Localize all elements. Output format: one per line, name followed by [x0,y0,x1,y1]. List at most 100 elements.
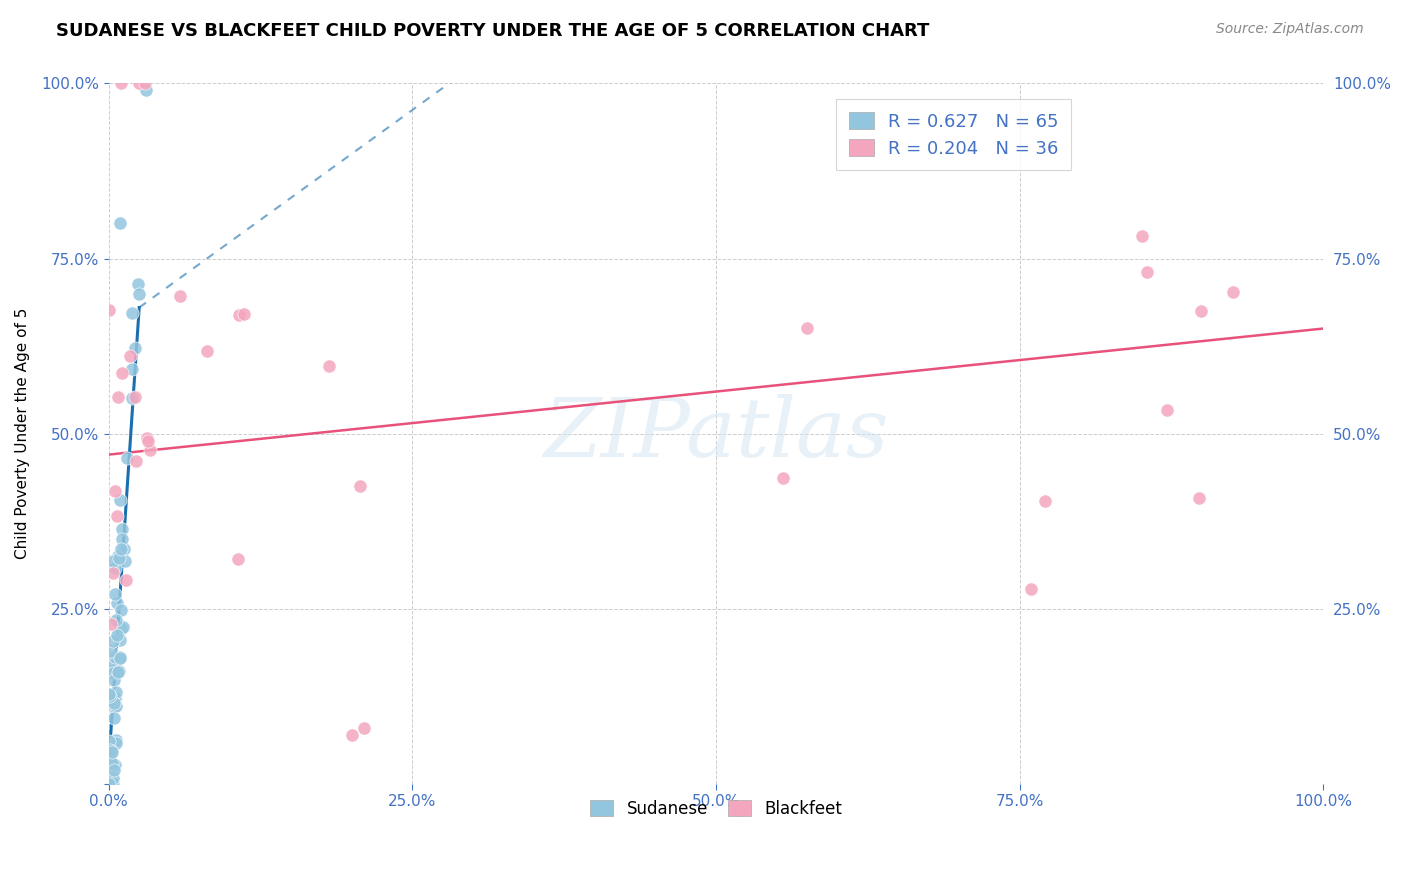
Point [108,633,131,648]
Point [228,552,250,566]
Point [103,633,125,648]
Point [135,431,157,445]
Point [1130,228,1153,243]
Point [111,533,134,547]
Point [101,665,124,680]
Point [136,434,159,448]
Point [796,320,818,334]
Point [101,777,124,791]
Point [101,658,124,673]
Point [104,693,127,707]
Point [98,689,121,703]
Point [107,390,129,404]
Text: Source: ZipAtlas.com: Source: ZipAtlas.com [1216,22,1364,37]
Point [353,721,375,735]
Point [105,699,128,714]
Point [1222,285,1244,300]
Point [124,390,146,404]
Point [772,470,794,484]
Text: SUDANESE VS BLACKFEET CHILD POVERTY UNDER THE AGE OF 5 CORRELATION CHART: SUDANESE VS BLACKFEET CHILD POVERTY UNDE… [56,22,929,40]
Point [318,359,340,373]
Point [98,734,121,748]
Point [121,361,143,376]
Point [115,573,138,587]
Point [103,673,125,688]
Point [1188,491,1211,506]
Point [108,493,131,508]
Point [105,685,128,699]
Point [103,711,125,725]
Point [105,613,128,627]
Point [103,699,125,714]
Point [103,777,125,791]
Point [115,451,138,466]
Point [105,627,128,641]
Point [121,306,143,320]
Point [104,758,127,772]
Point [134,77,156,91]
Y-axis label: Child Poverty Under the Age of 5: Child Poverty Under the Age of 5 [15,308,30,559]
Point [100,693,122,707]
Point [97,777,120,791]
Point [110,542,132,557]
Point [107,665,129,679]
Point [349,479,371,493]
Point [104,561,127,575]
Point [232,307,254,321]
Point [111,366,134,380]
Point [110,603,132,617]
Point [114,554,136,568]
Point [101,566,124,580]
Point [1019,582,1042,596]
Point [108,650,131,665]
Point [135,83,157,97]
Point [101,756,124,770]
Point [128,287,150,301]
Point [103,554,125,568]
Point [125,454,148,468]
Point [107,664,129,678]
Point [1136,265,1159,279]
Point [101,745,124,759]
Point [112,620,135,634]
Point [103,771,125,785]
Point [98,777,121,791]
Point [139,442,162,457]
Point [112,542,135,557]
Point [1033,493,1056,508]
Point [107,549,129,563]
Point [340,728,363,742]
Point [103,696,125,710]
Point [103,764,125,778]
Point [100,616,122,631]
Point [104,483,127,498]
Point [98,743,121,757]
Point [104,733,127,747]
Point [105,661,128,675]
Point [195,344,218,359]
Point [127,277,149,291]
Point [98,747,121,762]
Point [111,522,134,536]
Point [98,303,121,318]
Point [120,350,142,364]
Point [169,288,191,302]
Text: ZIPatlas: ZIPatlas [543,393,889,474]
Point [100,744,122,758]
Point [110,651,132,665]
Point [124,341,146,355]
Point [110,77,132,91]
Point [1156,403,1178,417]
Point [98,687,121,701]
Point [105,596,128,610]
Point [108,551,131,566]
Legend: Sudanese, Blackfeet: Sudanese, Blackfeet [583,793,849,824]
Point [228,308,250,322]
Point [1189,303,1212,318]
Point [101,777,124,791]
Point [105,508,128,523]
Point [104,736,127,750]
Point [108,217,131,231]
Point [121,392,143,406]
Point [104,587,127,601]
